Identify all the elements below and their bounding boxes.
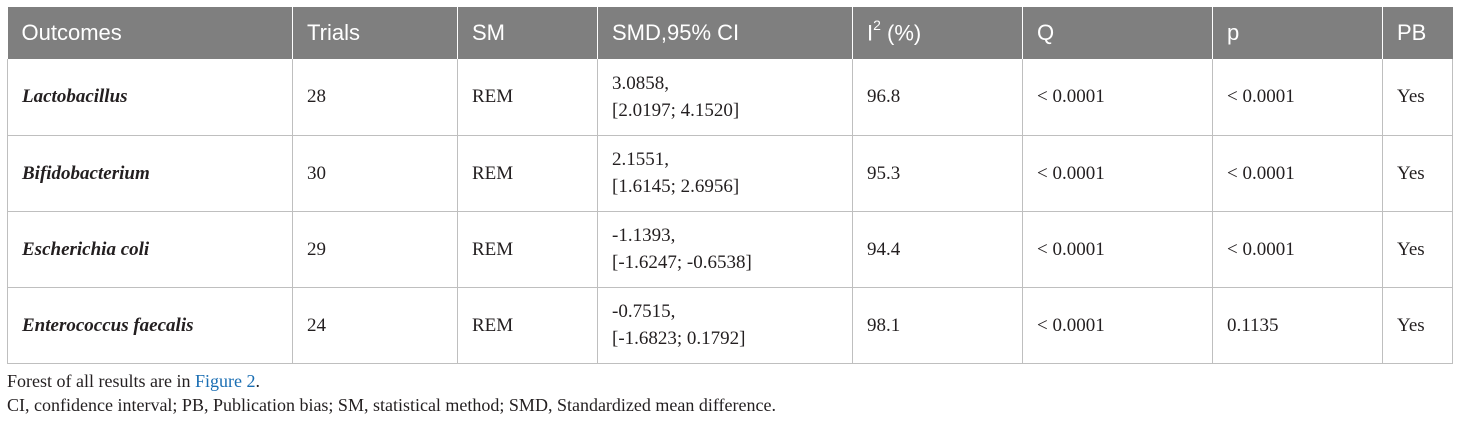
ci-range: [-1.6823; 0.1792]: [612, 328, 746, 349]
cell-sm: REM: [457, 211, 598, 287]
cell-trials: 24: [292, 287, 458, 363]
footnote-forest-text: Forest of all results are in: [7, 371, 195, 391]
header-p: p: [1212, 7, 1383, 59]
smd-value: -0.7515,: [612, 301, 676, 322]
header-i2-label: I: [867, 20, 874, 46]
cell-q: < 0.0001: [1022, 59, 1213, 135]
cell-pb: Yes: [1382, 59, 1453, 135]
footnote-forest-period: .: [255, 371, 260, 391]
cell-sm: REM: [457, 135, 598, 211]
table-header: Outcomes Trials SM SMD,95% CI I2 (%) Q p…: [7, 7, 1453, 59]
table-row: Escherichia coli 29 REM -1.1393, [-1.624…: [7, 211, 1453, 287]
cell-trials: 30: [292, 135, 458, 211]
cell-pb: Yes: [1382, 135, 1453, 211]
cell-smd-ci: -1.1393, [-1.6247; -0.6538]: [597, 211, 853, 287]
header-smd-ci: SMD,95% CI: [597, 7, 853, 59]
header-i2-superscript: 2: [873, 17, 881, 34]
cell-smd-ci: 3.0858, [2.0197; 4.1520]: [597, 59, 853, 135]
header-row: Outcomes Trials SM SMD,95% CI I2 (%) Q p…: [7, 7, 1453, 59]
cell-q: < 0.0001: [1022, 135, 1213, 211]
cell-p: 0.1135: [1212, 287, 1383, 363]
cell-outcome: Lactobacillus: [7, 59, 293, 135]
header-pb: PB: [1382, 7, 1453, 59]
header-sm: SM: [457, 7, 598, 59]
cell-i2: 96.8: [852, 59, 1023, 135]
cell-sm: REM: [457, 59, 598, 135]
footnote-forest: Forest of all results are in Figure 2.: [7, 369, 1452, 393]
table-footnotes: Forest of all results are in Figure 2. C…: [7, 369, 1452, 417]
cell-trials: 29: [292, 211, 458, 287]
results-table: Outcomes Trials SM SMD,95% CI I2 (%) Q p…: [7, 7, 1453, 364]
cell-smd-ci: 2.1551, [1.6145; 2.6956]: [597, 135, 853, 211]
smd-value: 3.0858,: [612, 72, 669, 94]
cell-p: < 0.0001: [1212, 135, 1383, 211]
ci-range: [1.6145; 2.6956]: [612, 176, 740, 197]
results-table-container: Outcomes Trials SM SMD,95% CI I2 (%) Q p…: [7, 7, 1453, 364]
table-row: Bifidobacterium 30 REM 2.1551, [1.6145; …: [7, 135, 1453, 211]
cell-i2: 94.4: [852, 211, 1023, 287]
cell-outcome: Escherichia coli: [7, 211, 293, 287]
cell-pb: Yes: [1382, 287, 1453, 363]
header-trials: Trials: [292, 7, 458, 59]
table-row: Lactobacillus 28 REM 3.0858, [2.0197; 4.…: [7, 59, 1453, 135]
smd-value: -1.1393,: [612, 225, 676, 246]
cell-q: < 0.0001: [1022, 287, 1213, 363]
table-row: Enterococcus faecalis 24 REM -0.7515, [-…: [7, 287, 1453, 363]
cell-p: < 0.0001: [1212, 211, 1383, 287]
header-outcomes: Outcomes: [21, 20, 122, 45]
header-q: Q: [1022, 7, 1213, 59]
cell-i2: 98.1: [852, 287, 1023, 363]
cell-sm: REM: [457, 287, 598, 363]
table-body: Lactobacillus 28 REM 3.0858, [2.0197; 4.…: [7, 59, 1453, 363]
cell-smd-ci: -0.7515, [-1.6823; 0.1792]: [597, 287, 853, 363]
cell-q: < 0.0001: [1022, 211, 1213, 287]
cell-trials: 28: [292, 59, 458, 135]
ci-range: [2.0197; 4.1520]: [612, 99, 740, 121]
footnote-abbreviations: CI, confidence interval; PB, Publication…: [7, 395, 776, 415]
ci-range: [-1.6247; -0.6538]: [612, 252, 752, 273]
cell-i2: 95.3: [852, 135, 1023, 211]
cell-outcome: Enterococcus faecalis: [7, 287, 293, 363]
header-i2-suffix: (%): [880, 20, 922, 46]
header-i2: I2 (%): [852, 7, 1023, 59]
cell-p: < 0.0001: [1212, 59, 1383, 135]
smd-value: 2.1551,: [612, 149, 669, 170]
cell-outcome: Bifidobacterium: [7, 135, 293, 211]
cell-pb: Yes: [1382, 211, 1453, 287]
figure-2-link[interactable]: Figure 2: [194, 371, 256, 391]
